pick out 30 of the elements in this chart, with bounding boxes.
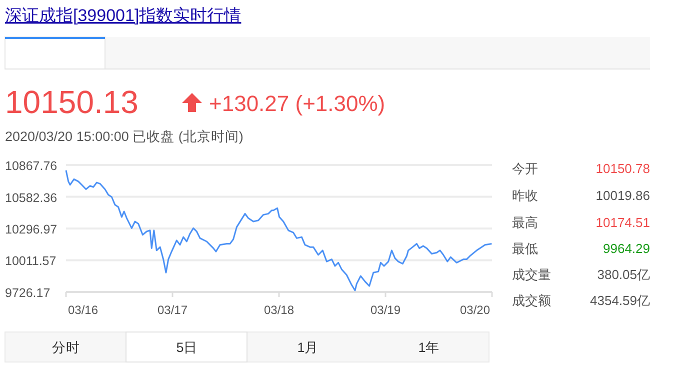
- text: 10174.51: [596, 215, 650, 230]
- y-tick-label: 9726.17: [5, 286, 50, 300]
- x-tick-label: 03/19: [370, 303, 401, 317]
- text: 分时: [52, 340, 80, 355]
- text: +130.27 (+1.30%): [209, 91, 386, 116]
- text: 最低: [512, 241, 538, 256]
- text: 10019.86: [596, 188, 650, 203]
- text: 10150.78: [596, 161, 650, 176]
- text: 成交量: [512, 267, 551, 282]
- text: 1月: [297, 340, 319, 355]
- x-tick-label: 03/17: [157, 303, 188, 317]
- text: 1年: [418, 340, 440, 355]
- y-tick-label: 10867.76: [5, 159, 58, 173]
- x-tick-label: 03/20: [460, 303, 490, 317]
- x-tick-label: 03/16: [68, 303, 98, 317]
- x-tick-label: 03/18: [264, 303, 294, 317]
- text: 380.05亿: [597, 267, 650, 282]
- chart-title: 深证成指[399001]指数实时行情: [5, 6, 242, 25]
- text: 昨收: [512, 188, 538, 203]
- text: 10150.13: [5, 84, 138, 120]
- text: 今开: [512, 161, 538, 176]
- text: 2020/03/20 15:00:00 已收盘 (北京时间): [5, 129, 244, 144]
- y-tick-label: 10582.36: [5, 190, 58, 205]
- text: 4354.59亿: [590, 293, 650, 308]
- text: 9964.29: [603, 241, 650, 256]
- text: 最高: [512, 215, 538, 230]
- text: 5日: [176, 340, 198, 355]
- y-tick-label: 10011.57: [5, 254, 56, 268]
- y-tick-label: 10296.97: [5, 222, 58, 236]
- text: 成交额: [512, 293, 551, 308]
